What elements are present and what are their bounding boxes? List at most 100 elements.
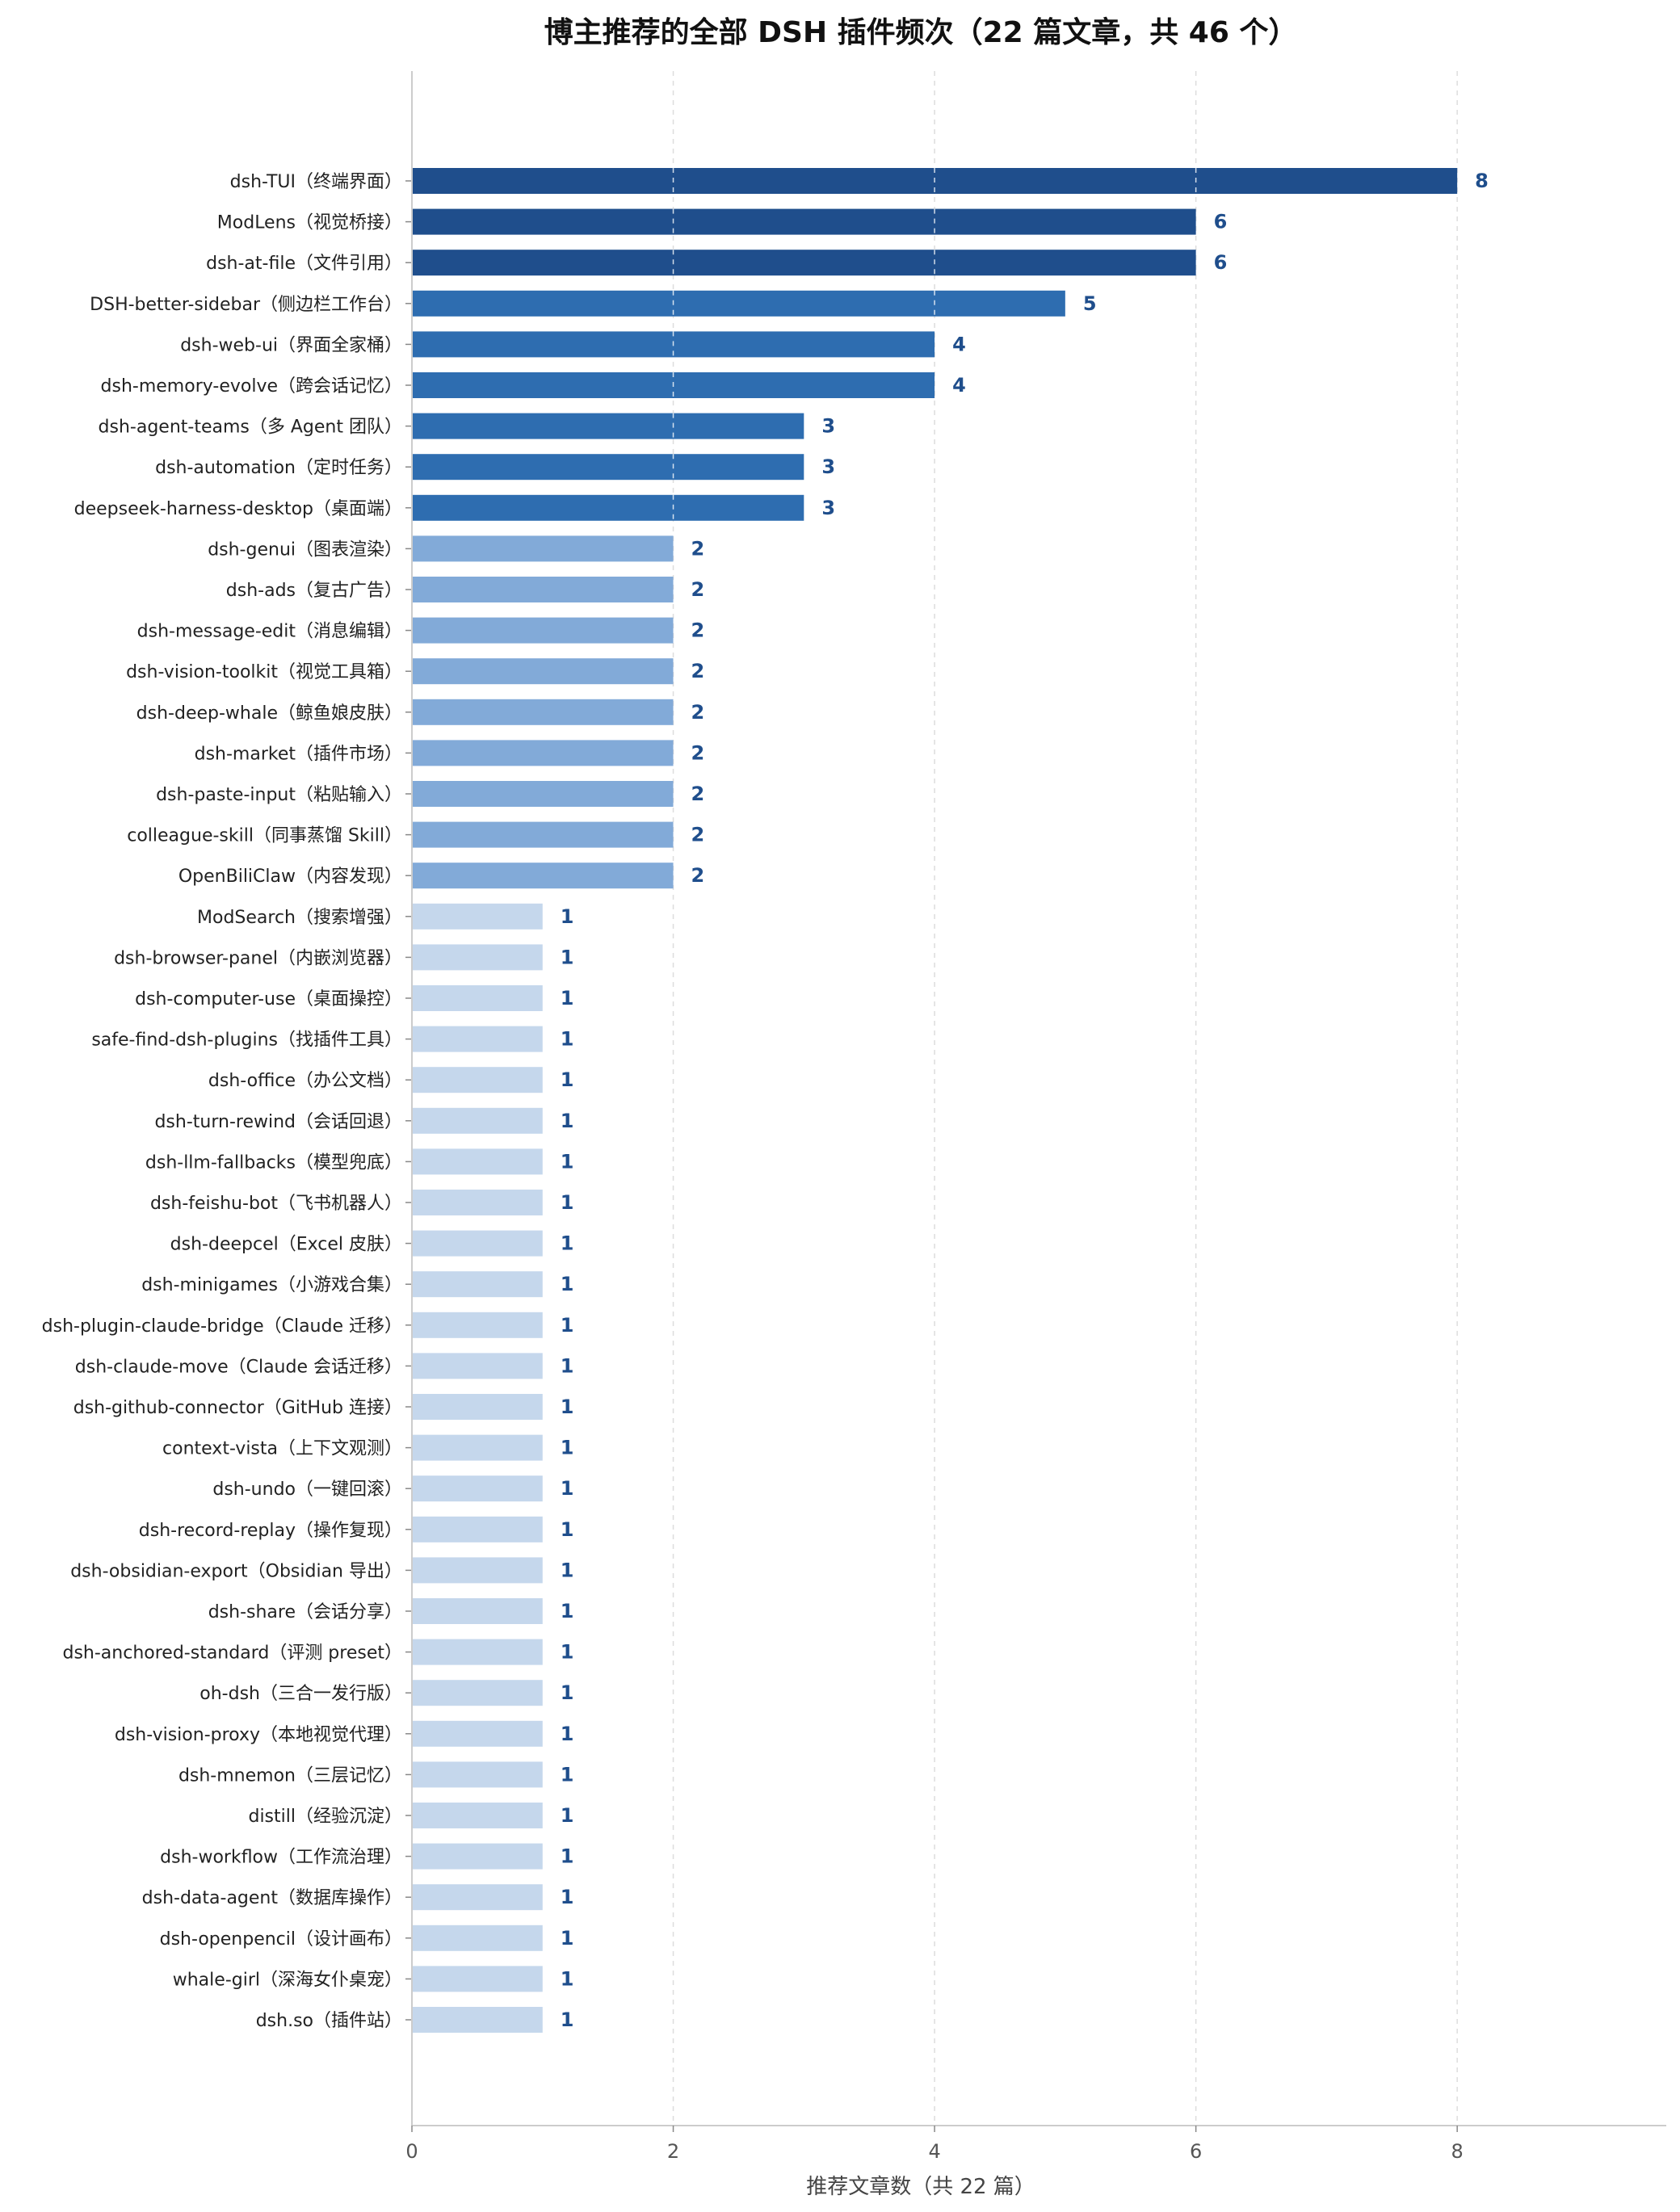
value-label-27: 1 — [561, 1273, 574, 1295]
value-label-35: 1 — [561, 1600, 574, 1622]
value-label-16: 2 — [691, 824, 705, 846]
category-label-9: dsh-genui（图表渲染） — [208, 539, 402, 560]
bar-37 — [412, 1680, 543, 1706]
value-label-21: 1 — [561, 1028, 574, 1051]
bar-16 — [412, 821, 674, 848]
bar-45 — [412, 2007, 543, 2033]
category-label-23: dsh-turn-rewind（会话回退） — [154, 1112, 402, 1132]
category-label-14: dsh-market（插件市场） — [195, 744, 402, 764]
category-label-35: dsh-share（会话分享） — [208, 1602, 402, 1622]
value-label-32: 1 — [561, 1477, 574, 1500]
value-label-3: 5 — [1083, 292, 1097, 315]
bar-10 — [412, 577, 674, 602]
value-label-28: 1 — [561, 1314, 574, 1337]
category-label-20: dsh-computer-use（桌面操控） — [135, 989, 402, 1009]
category-label-17: OpenBiliClaw（内容发现） — [178, 867, 402, 887]
x-tick-label-4: 4 — [928, 2140, 940, 2163]
chart-title: 博主推荐的全部 DSH 插件频次（22 篇文章，共 46 个） — [544, 15, 1298, 49]
category-label-41: dsh-workflow（工作流治理） — [160, 1848, 402, 1868]
bar-7 — [412, 454, 804, 481]
category-label-0: dsh-TUI（终端界面） — [230, 172, 402, 192]
category-label-15: dsh-paste-input（粘贴输入） — [156, 785, 402, 805]
category-label-34: dsh-obsidian-export（Obsidian 导出） — [70, 1561, 402, 1581]
category-label-4: dsh-web-ui（界面全家桶） — [180, 335, 402, 355]
category-label-5: dsh-memory-evolve（跨会话记忆） — [101, 376, 402, 397]
x-tick-label-6: 6 — [1190, 2140, 1202, 2163]
category-label-11: dsh-message-edit（消息编辑） — [137, 622, 402, 642]
category-label-29: dsh-claude-move（Claude 会话迁移） — [75, 1357, 402, 1377]
value-label-4: 4 — [952, 333, 966, 355]
value-label-6: 3 — [821, 415, 835, 438]
category-label-43: dsh-openpencil（设计画布） — [160, 1929, 402, 1950]
category-label-32: dsh-undo（一键回滚） — [212, 1480, 402, 1500]
value-label-18: 1 — [561, 905, 574, 928]
value-label-7: 3 — [821, 455, 835, 478]
bar-19 — [412, 944, 543, 971]
bar-34 — [412, 1557, 543, 1584]
value-label-39: 1 — [561, 1763, 574, 1786]
value-label-15: 2 — [691, 783, 705, 805]
value-label-13: 2 — [691, 701, 705, 724]
value-label-44: 1 — [561, 1967, 574, 1990]
category-label-12: dsh-vision-toolkit（视觉工具箱） — [126, 662, 402, 682]
value-label-0: 8 — [1475, 170, 1489, 192]
category-label-16: colleague-skill（同事蒸馏 Skill） — [127, 826, 402, 846]
category-label-7: dsh-automation（定时任务） — [155, 458, 402, 478]
category-label-42: dsh-data-agent（数据库操作） — [142, 1888, 402, 1908]
category-label-24: dsh-llm-fallbacks（模型兜底） — [145, 1152, 402, 1173]
bar-9 — [412, 535, 674, 562]
category-label-45: dsh.so（插件站） — [256, 2011, 402, 2031]
x-tick-label-2: 2 — [667, 2140, 679, 2163]
category-label-18: ModSearch（搜索增强） — [197, 908, 402, 928]
category-label-26: dsh-deepcel（Excel 皮肤） — [170, 1235, 402, 1255]
bar-2 — [412, 250, 1196, 276]
value-label-8: 3 — [821, 497, 835, 519]
bar-22 — [412, 1067, 543, 1093]
bar-18 — [412, 903, 543, 930]
bar-20 — [412, 985, 543, 1011]
bar-29 — [412, 1353, 543, 1379]
value-label-30: 1 — [561, 1396, 574, 1418]
category-label-22: dsh-office（办公文档） — [208, 1071, 402, 1091]
bar-13 — [412, 699, 674, 725]
value-label-34: 1 — [561, 1559, 574, 1581]
value-label-37: 1 — [561, 1681, 574, 1704]
value-label-17: 2 — [691, 864, 705, 887]
category-label-1: ModLens（视觉桥接） — [217, 213, 402, 233]
bar-36 — [412, 1639, 543, 1665]
category-label-8: deepseek-harness-desktop（桌面端） — [74, 499, 402, 519]
bar-17 — [412, 863, 674, 889]
bar-3 — [412, 290, 1065, 317]
bar-12 — [412, 658, 674, 685]
bar-27 — [412, 1271, 543, 1298]
bar-24 — [412, 1148, 543, 1175]
bar-26 — [412, 1230, 543, 1257]
x-axis-title: 推荐文章数（共 22 篇） — [806, 2175, 1035, 2199]
value-label-45: 1 — [561, 2008, 574, 2031]
bar-31 — [412, 1434, 543, 1461]
category-label-31: context-vista（上下文观测） — [162, 1439, 402, 1459]
value-label-2: 6 — [1214, 251, 1228, 274]
value-label-42: 1 — [561, 1886, 574, 1908]
bar-23 — [412, 1107, 543, 1134]
bar-8 — [412, 494, 804, 521]
category-label-44: whale-girl（深海女仆桌宠） — [173, 1970, 402, 1990]
category-label-38: dsh-vision-proxy（本地视觉代理） — [115, 1725, 402, 1745]
value-label-29: 1 — [561, 1354, 574, 1377]
bars-layer: dsh-TUI（终端界面） 8 ModLens（视觉桥接） 6 dsh-at-file（… — [42, 168, 1489, 2033]
bar-44 — [412, 1966, 543, 1992]
bar-43 — [412, 1924, 543, 1951]
value-label-5: 4 — [952, 374, 966, 397]
category-label-10: dsh-ads（复古广告） — [226, 581, 402, 601]
value-label-25: 1 — [561, 1191, 574, 1214]
value-label-20: 1 — [561, 987, 574, 1009]
bar-11 — [412, 617, 674, 644]
bar-42 — [412, 1884, 543, 1911]
bar-30 — [412, 1394, 543, 1420]
value-label-43: 1 — [561, 1927, 574, 1950]
value-label-14: 2 — [691, 741, 705, 764]
bar-33 — [412, 1516, 543, 1543]
value-label-12: 2 — [691, 660, 705, 682]
category-label-36: dsh-anchored-standard（评测 preset） — [63, 1643, 403, 1664]
